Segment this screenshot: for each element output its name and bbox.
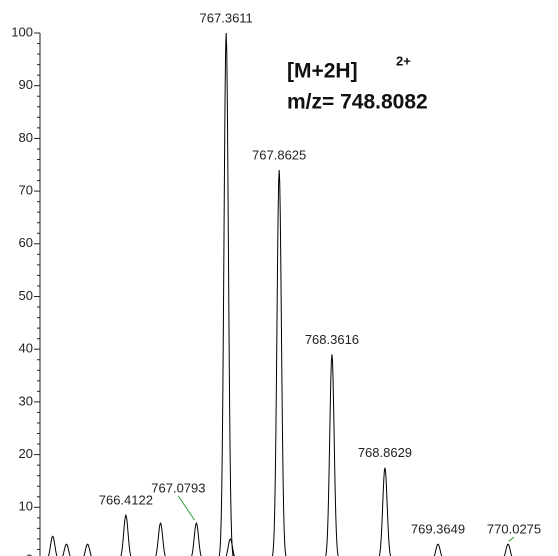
peak-label: 767.0793	[151, 481, 205, 496]
peak	[155, 521, 166, 556]
y-tick-label: 40	[19, 341, 33, 356]
leader-line	[508, 536, 515, 542]
y-tick-label: 20	[19, 446, 33, 461]
y-tick-label: 30	[19, 393, 33, 408]
peak	[218, 32, 234, 556]
peak	[433, 543, 443, 556]
y-tick-label: 10	[19, 499, 33, 514]
peak-label: 767.8625	[252, 147, 306, 162]
peak	[378, 467, 391, 556]
y-tick-label: 60	[19, 235, 33, 250]
peak	[325, 354, 339, 556]
peak	[271, 169, 287, 556]
y-tick-label: 100	[11, 24, 33, 39]
peak	[62, 543, 71, 556]
peak	[225, 538, 235, 556]
peak-label: 768.3616	[305, 332, 359, 347]
peak-label: 766.4122	[99, 493, 153, 508]
peak	[83, 543, 92, 556]
peak	[47, 535, 58, 556]
peak-label: 770.0275	[487, 522, 541, 537]
peak-label: 768.8629	[358, 445, 412, 460]
y-tick-label: 90	[19, 77, 33, 92]
ion-label: [M+2H]	[287, 60, 358, 83]
annotation: [M+2H] 2+ m/z= 748.8082	[287, 53, 428, 113]
peak-label: 769.3649	[411, 522, 465, 537]
y-tick-label: 80	[19, 130, 33, 145]
peak	[191, 521, 202, 556]
peak	[120, 513, 132, 556]
mz-label: m/z= 748.8082	[287, 91, 428, 114]
peak-label: 767.3611	[200, 10, 253, 25]
y-tick-label: 70	[19, 183, 33, 198]
charge-label: 2+	[396, 53, 411, 68]
peak	[503, 543, 513, 556]
y-tick-label: 0	[26, 551, 33, 556]
y-tick-label: 50	[19, 288, 33, 303]
leader-line	[177, 495, 195, 521]
